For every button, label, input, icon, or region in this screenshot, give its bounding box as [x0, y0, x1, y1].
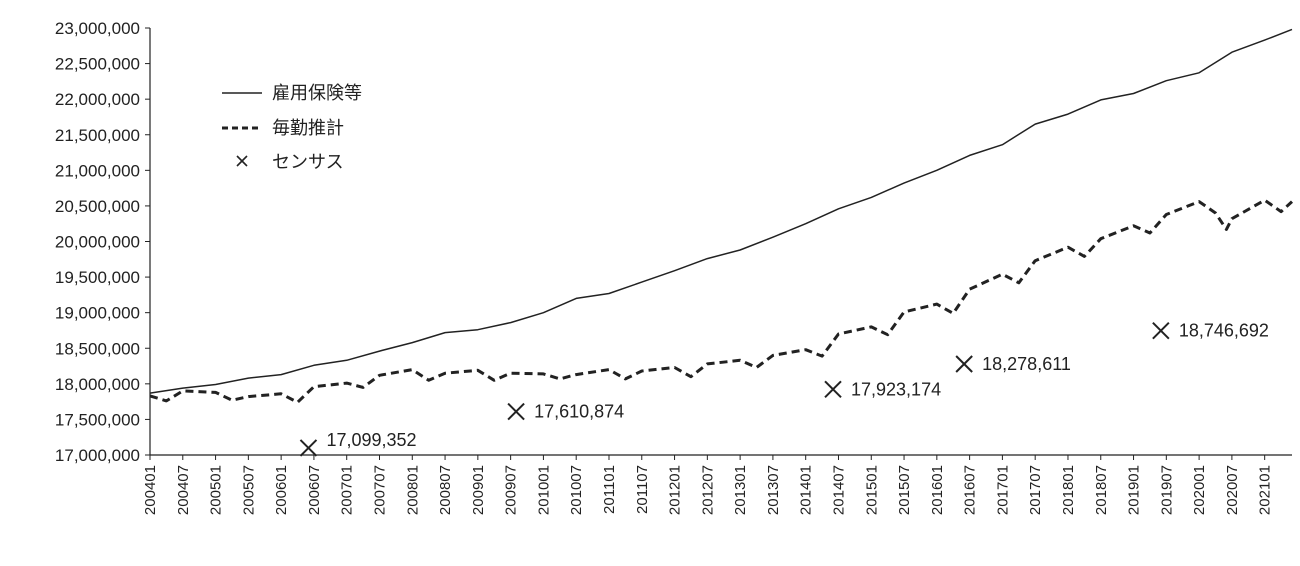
x-tick-label: 201701 — [994, 465, 1011, 515]
legend-swatch-x-marker — [236, 155, 248, 167]
y-tick-label: 22,000,000 — [55, 90, 140, 109]
x-tick-label: 201307 — [765, 465, 782, 515]
x-tick-label: 201507 — [896, 465, 913, 515]
series-maikin-line — [149, 198, 1294, 404]
legend-label-series-1: 毎勤推計 — [272, 118, 344, 138]
x-tick-label: 202101 — [1257, 465, 1274, 515]
legend-label-series-2: センサス — [272, 152, 344, 172]
census-point — [299, 439, 318, 457]
x-tick-label: 200907 — [503, 465, 520, 515]
census-point — [824, 380, 842, 399]
y-axis-ticks: 17,000,000 17,500,000 18,000,000 18,500,000… — [55, 19, 150, 465]
y-tick-label: 23,000,000 — [55, 19, 140, 38]
x-tick-label: 201007 — [568, 465, 585, 515]
x-tick-label: 201707 — [1027, 465, 1044, 515]
x-tick-label: 200601 — [273, 465, 290, 515]
y-tick-label: 21,000,000 — [55, 161, 140, 180]
x-tick-label: 200401 — [142, 465, 159, 515]
x-tick-label: 201901 — [1126, 465, 1143, 515]
x-tick-label: 201607 — [962, 465, 979, 515]
x-tick-label: 200607 — [306, 465, 323, 515]
series-census: 17,099,352 17,610,874 17,923,174 18,278,611… — [299, 321, 1269, 457]
x-tick-label: 201807 — [1093, 465, 1110, 515]
x-tick-label: 201801 — [1060, 465, 1077, 515]
x-tick-label: 201207 — [699, 465, 716, 515]
x-tick-label: 200807 — [437, 465, 454, 515]
x-tick-label: 201501 — [863, 465, 880, 515]
y-tick-label: 19,500,000 — [55, 268, 140, 287]
y-tick-label: 18,000,000 — [55, 375, 140, 394]
x-tick-label: 201907 — [1158, 465, 1175, 515]
x-tick-label: 202007 — [1224, 465, 1241, 515]
y-tick-label: 21,500,000 — [55, 126, 140, 145]
legend-label-series-0: 雇用保険等 — [272, 83, 362, 103]
x-tick-label: 200501 — [208, 465, 225, 515]
y-tick-label: 19,000,000 — [55, 304, 140, 323]
series-koyo-hoken-line — [149, 28, 1293, 394]
x-tick-label: 200507 — [240, 465, 257, 515]
y-tick-label: 17,000,000 — [55, 446, 140, 465]
census-point — [955, 355, 973, 373]
x-tick-label: 202001 — [1191, 465, 1208, 515]
x-tick-label: 200901 — [470, 465, 487, 515]
x-tick-label: 201301 — [732, 465, 749, 515]
x-tick-label: 201601 — [929, 465, 946, 515]
x-tick-label: 201001 — [535, 465, 552, 515]
x-tick-label: 201407 — [830, 465, 847, 515]
census-data-label: 18,746,692 — [1179, 321, 1269, 341]
x-tick-label: 201401 — [798, 465, 815, 515]
census-data-label: 17,610,874 — [534, 402, 624, 422]
y-tick-label: 20,500,000 — [55, 197, 140, 216]
legend: 雇用保険等 毎勤推計 センサス — [222, 83, 362, 172]
census-data-label: 17,923,174 — [851, 379, 941, 399]
x-tick-label: 200707 — [371, 465, 388, 515]
census-data-label: 17,099,352 — [326, 430, 416, 450]
x-tick-label: 201101 — [601, 465, 618, 514]
y-tick-label: 22,500,000 — [55, 55, 140, 74]
x-tick-label: 200701 — [339, 465, 356, 515]
census-point — [1152, 321, 1170, 340]
x-tick-label: 200407 — [175, 465, 192, 515]
y-tick-label: 18,500,000 — [55, 339, 140, 358]
x-axis-ticks: 200401 200407 200501 200507 200601 200607 2007… — [142, 455, 1274, 515]
census-point — [507, 402, 525, 421]
y-tick-label: 17,500,000 — [55, 410, 140, 429]
x-tick-label: 201201 — [667, 465, 684, 515]
census-data-label: 18,278,611 — [982, 354, 1071, 374]
y-tick-label: 20,000,000 — [55, 233, 140, 252]
x-tick-label: 201107 — [634, 465, 651, 514]
series-layer: 17,099,352 17,610,874 17,923,174 18,278,611… — [149, 28, 1294, 457]
x-tick-label: 200801 — [404, 465, 421, 515]
